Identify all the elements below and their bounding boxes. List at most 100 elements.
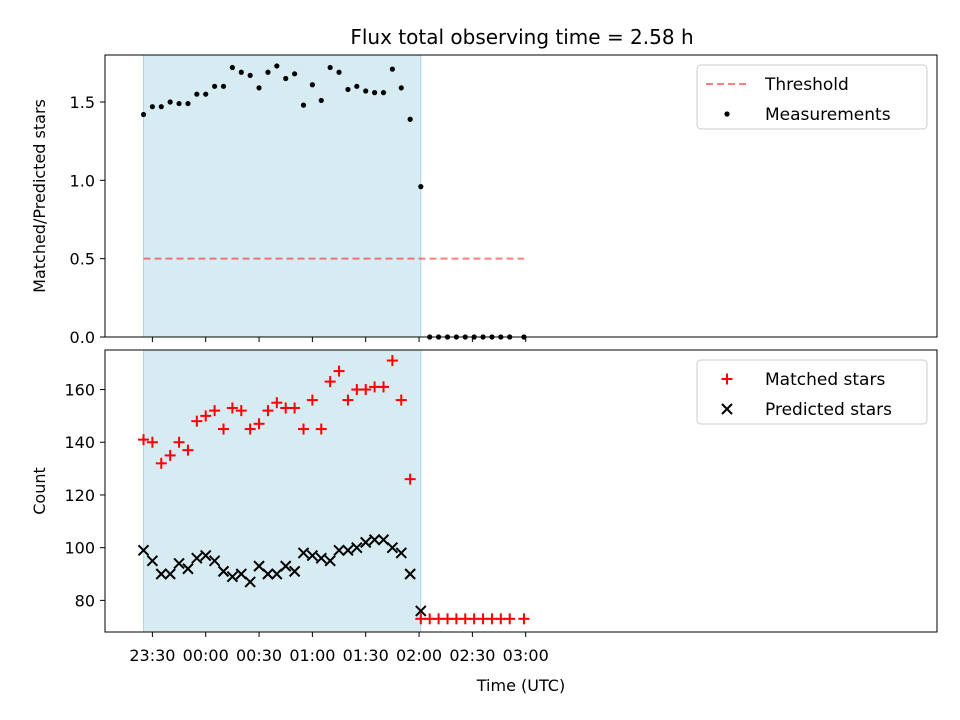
legend-label: Matched stars	[765, 370, 885, 390]
predicted-star-point	[173, 557, 185, 570]
measurement-point	[256, 85, 262, 91]
measurement-point	[327, 64, 333, 71]
x-tick-label: 02:30	[449, 646, 495, 665]
predicted-star-point	[324, 555, 336, 567]
measurement-point	[158, 104, 164, 110]
matched-star-point	[262, 405, 274, 417]
matched-star-point	[518, 613, 530, 625]
measurement-point	[418, 184, 424, 190]
predicted-star-point	[155, 568, 167, 580]
legend-box	[696, 64, 928, 130]
measurement-point	[398, 85, 404, 91]
matched-star-point	[200, 410, 212, 422]
matched-star-point	[164, 449, 176, 461]
predicted-star-point	[182, 563, 194, 575]
y-axis-label: Count	[30, 467, 49, 515]
predicted-star-point	[244, 576, 256, 588]
matched-star-point	[235, 405, 247, 417]
x-tick-label: 03:00	[503, 646, 549, 665]
measurement-point	[185, 100, 191, 107]
matched-star-point	[226, 402, 238, 414]
measurement-point	[407, 116, 413, 122]
x-tick-label: 02:00	[396, 646, 442, 665]
measurement-point	[354, 83, 360, 89]
legend-label: Measurements	[765, 105, 891, 125]
matched-star-point	[504, 613, 516, 625]
measurement-point	[194, 91, 200, 97]
matched-star-point	[244, 423, 256, 435]
measurement-point	[238, 69, 244, 75]
predicted-star-point	[164, 568, 176, 580]
y-tick-label: 1.0	[70, 171, 95, 190]
matched-star-point	[182, 444, 194, 456]
measurement-point	[212, 83, 218, 89]
y-tick-label: 80	[75, 591, 95, 610]
matched-star-point	[138, 434, 149, 446]
measurement-point	[336, 69, 342, 75]
x-tick-label: 00:00	[183, 646, 229, 665]
x-axis-label: Time (UTC)	[476, 676, 565, 695]
y-tick-label: 160	[64, 381, 95, 400]
matched-star-point	[386, 355, 398, 367]
y-tick-label: 0.5	[70, 250, 95, 269]
predicted-star-point	[217, 565, 230, 578]
predicted-star-point	[297, 547, 310, 559]
measurement-point	[380, 90, 387, 96]
predicted-star-point	[315, 552, 327, 564]
y-tick-label: 1.5	[70, 93, 95, 112]
y-tick-label: 120	[64, 486, 95, 505]
ratio-subplot: 0.0 0.5 1.0 1.5 Matched/Predicted stars Thres…	[30, 54, 938, 347]
legend-matched-swatch	[721, 373, 733, 385]
measurement-point	[140, 111, 147, 118]
matched-star-point	[146, 436, 158, 448]
predicted-star-point	[137, 544, 150, 557]
y-tick-label: 140	[64, 433, 95, 452]
matched-star-point	[377, 381, 389, 393]
predicted-star-point	[395, 547, 407, 559]
predicted-star-point	[360, 536, 372, 549]
legend-predicted-swatch	[721, 403, 733, 415]
measurement-point	[167, 99, 173, 105]
measurement-point	[149, 104, 155, 110]
measurement-point	[389, 66, 395, 72]
x-tick-label: 01:30	[343, 646, 389, 665]
matched-star-point	[324, 376, 336, 388]
measurement-point	[247, 72, 253, 78]
matched-star-point	[253, 418, 265, 430]
measurement-point	[220, 83, 227, 89]
predicted-star-point	[368, 534, 381, 546]
matched-star-point	[209, 405, 221, 417]
predicted-star-point	[226, 570, 239, 583]
matched-star-point	[333, 365, 345, 377]
predicted-star-point	[377, 534, 390, 546]
legend: Threshold Measurements	[696, 64, 928, 130]
measurement-point	[283, 75, 289, 82]
predicted-star-point	[235, 568, 247, 580]
predicted-star-point	[146, 555, 159, 567]
x-tick-label: 01:00	[289, 646, 335, 665]
predicted-star-point	[280, 560, 292, 572]
measurement-point	[203, 91, 209, 97]
measurement-point	[274, 63, 280, 69]
predicted-star-point	[415, 605, 427, 617]
axes-frame	[104, 349, 938, 633]
predicted-star-point	[200, 549, 212, 562]
x-tick-label: 23:30	[129, 646, 175, 665]
matched-star-point	[360, 384, 372, 396]
y-tick-label: 100	[64, 539, 95, 558]
measurement-point	[176, 100, 182, 107]
measurement-point	[363, 88, 369, 94]
predicted-star-point	[386, 541, 399, 554]
legend-measurement-swatch	[724, 111, 730, 117]
count-subplot: 80 100 120 140 160 23:30 00:00 00:30 01:00 01:30 0…	[30, 349, 938, 695]
predicted-star-point	[351, 541, 363, 554]
predicted-star-point	[208, 555, 221, 567]
measurement-point	[309, 82, 315, 88]
measurement-point	[372, 90, 378, 96]
measurement-point	[265, 69, 271, 75]
predicted-star-point	[306, 549, 319, 562]
measurement-point	[292, 71, 298, 77]
predicted-star-point	[253, 560, 265, 572]
legend-label: Predicted stars	[765, 400, 892, 420]
